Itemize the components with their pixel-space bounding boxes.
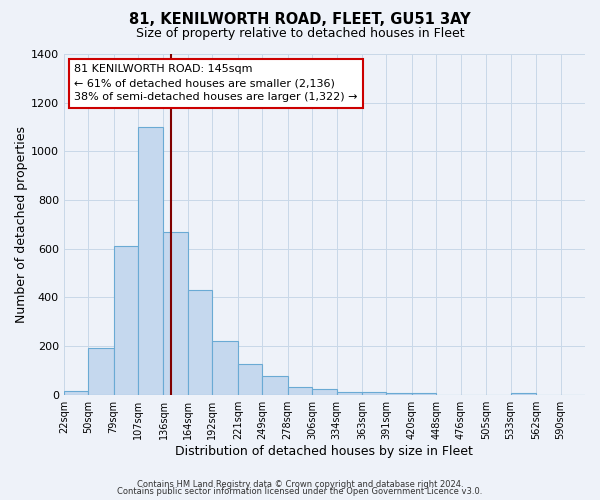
- Text: Contains public sector information licensed under the Open Government Licence v3: Contains public sector information licen…: [118, 487, 482, 496]
- Bar: [362, 392, 386, 394]
- Bar: [88, 348, 113, 395]
- Bar: [113, 246, 138, 394]
- Bar: [138, 127, 163, 394]
- Bar: [163, 232, 188, 394]
- Bar: [64, 391, 88, 394]
- Bar: [188, 290, 212, 395]
- Bar: [212, 341, 238, 394]
- Bar: [262, 376, 287, 394]
- Y-axis label: Number of detached properties: Number of detached properties: [15, 126, 28, 323]
- Bar: [312, 388, 337, 394]
- X-axis label: Distribution of detached houses by size in Fleet: Distribution of detached houses by size …: [175, 444, 473, 458]
- Bar: [238, 364, 262, 394]
- Text: 81 KENILWORTH ROAD: 145sqm
← 61% of detached houses are smaller (2,136)
38% of s: 81 KENILWORTH ROAD: 145sqm ← 61% of deta…: [74, 64, 358, 102]
- Text: Contains HM Land Registry data © Crown copyright and database right 2024.: Contains HM Land Registry data © Crown c…: [137, 480, 463, 489]
- Bar: [287, 388, 312, 394]
- Bar: [337, 392, 362, 394]
- Text: Size of property relative to detached houses in Fleet: Size of property relative to detached ho…: [136, 28, 464, 40]
- Text: 81, KENILWORTH ROAD, FLEET, GU51 3AY: 81, KENILWORTH ROAD, FLEET, GU51 3AY: [129, 12, 471, 28]
